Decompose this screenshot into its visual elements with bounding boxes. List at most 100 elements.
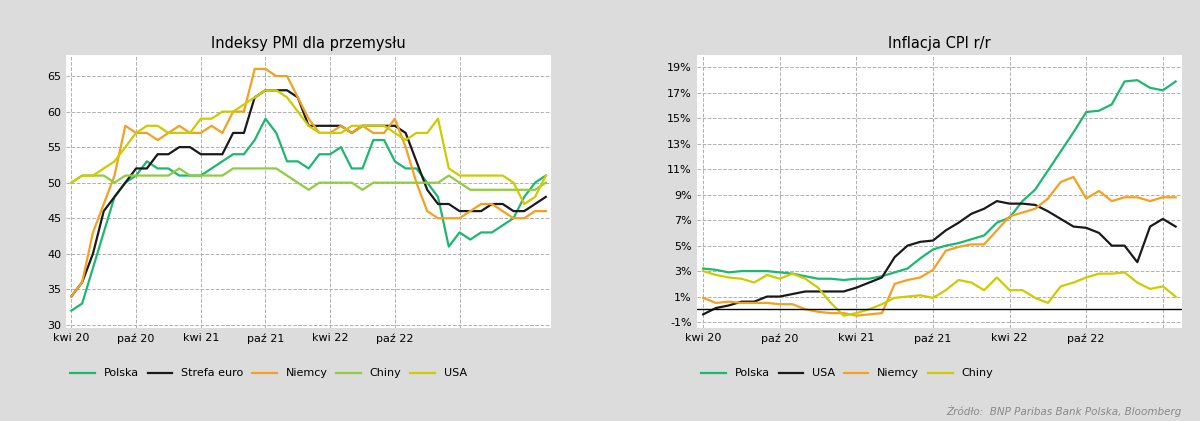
USA [760, 294, 774, 299]
Chiny [107, 180, 121, 185]
Chiny [150, 173, 164, 178]
Polska [107, 195, 121, 200]
Chiny [900, 294, 914, 299]
Polska [64, 308, 78, 313]
Niemcy [798, 307, 812, 312]
Chiny [964, 280, 978, 285]
Niemcy [118, 123, 132, 128]
Niemcy [442, 216, 456, 221]
Niemcy [748, 301, 762, 306]
Niemcy [1040, 196, 1055, 201]
USA [1092, 230, 1106, 235]
Polska [1028, 187, 1043, 192]
Polska [952, 240, 966, 245]
USA [334, 131, 348, 136]
USA [964, 211, 978, 216]
Strefa euro [96, 208, 110, 213]
Chiny [798, 276, 812, 281]
Polska [182, 173, 197, 178]
Niemcy [355, 123, 370, 128]
USA [226, 109, 240, 114]
Chiny [1040, 301, 1055, 306]
Polska [312, 152, 326, 157]
Line: Niemcy: Niemcy [703, 177, 1176, 316]
Niemcy [409, 180, 424, 185]
Chiny [823, 301, 838, 306]
Strefa euro [107, 195, 121, 200]
Chiny [344, 180, 359, 185]
Polska [247, 138, 262, 143]
USA [938, 228, 953, 233]
USA [721, 303, 736, 308]
USA [862, 280, 876, 285]
Strefa euro [496, 202, 510, 207]
Polska [236, 152, 251, 157]
Niemcy [1028, 206, 1043, 211]
Niemcy [280, 74, 294, 79]
Niemcy [850, 313, 864, 318]
Chiny [442, 173, 456, 178]
USA [118, 144, 132, 149]
USA [506, 180, 521, 185]
Polska [193, 173, 208, 178]
Polska [388, 159, 402, 164]
USA [952, 220, 966, 225]
Strefa euro [442, 202, 456, 207]
USA [709, 306, 724, 311]
Chiny [938, 288, 953, 293]
Chiny [431, 180, 445, 185]
Chiny [1104, 271, 1118, 276]
Chiny [74, 173, 89, 178]
Line: Strefa euro: Strefa euro [71, 90, 546, 296]
Strefa euro [128, 166, 143, 171]
Niemcy [926, 267, 941, 272]
Chiny [773, 276, 787, 281]
Polska [226, 152, 240, 157]
Strefa euro [323, 123, 337, 128]
Strefa euro [215, 152, 229, 157]
Niemcy [506, 216, 521, 221]
Niemcy [290, 95, 305, 100]
Strefa euro [539, 195, 553, 200]
Chiny [485, 187, 499, 192]
USA [1156, 216, 1170, 221]
Chiny [226, 166, 240, 171]
Polska [128, 173, 143, 178]
Chiny [913, 293, 928, 298]
Chiny [811, 285, 826, 290]
Niemcy [990, 228, 1004, 233]
Polska [280, 159, 294, 164]
USA [1040, 209, 1055, 214]
Chiny [139, 173, 154, 178]
Chiny [301, 187, 316, 192]
Text: Żródło:  BNP Paribas Bank Polska, Bloomberg: Żródło: BNP Paribas Bank Polska, Bloombe… [947, 405, 1182, 417]
USA [1104, 243, 1118, 248]
USA [773, 294, 787, 299]
Polska [474, 230, 488, 235]
Niemcy [226, 109, 240, 114]
Chiny [377, 180, 391, 185]
Strefa euro [74, 280, 89, 285]
Chiny [96, 173, 110, 178]
Strefa euro [290, 95, 305, 100]
Polska [888, 270, 902, 275]
Line: Chiny: Chiny [71, 168, 546, 190]
Chiny [215, 173, 229, 178]
Line: USA: USA [71, 90, 546, 204]
Chiny [463, 187, 478, 192]
Chiny [172, 166, 186, 171]
Chiny [409, 180, 424, 185]
Niemcy [888, 281, 902, 286]
Chiny [236, 166, 251, 171]
Polska [721, 270, 736, 275]
Polska [420, 180, 434, 185]
Chiny [977, 288, 991, 293]
USA [258, 88, 272, 93]
Chiny [1079, 275, 1093, 280]
USA [74, 173, 89, 178]
Polska [862, 276, 876, 281]
USA [977, 206, 991, 211]
Chiny [709, 272, 724, 277]
Chiny [836, 313, 851, 318]
USA [517, 202, 532, 207]
